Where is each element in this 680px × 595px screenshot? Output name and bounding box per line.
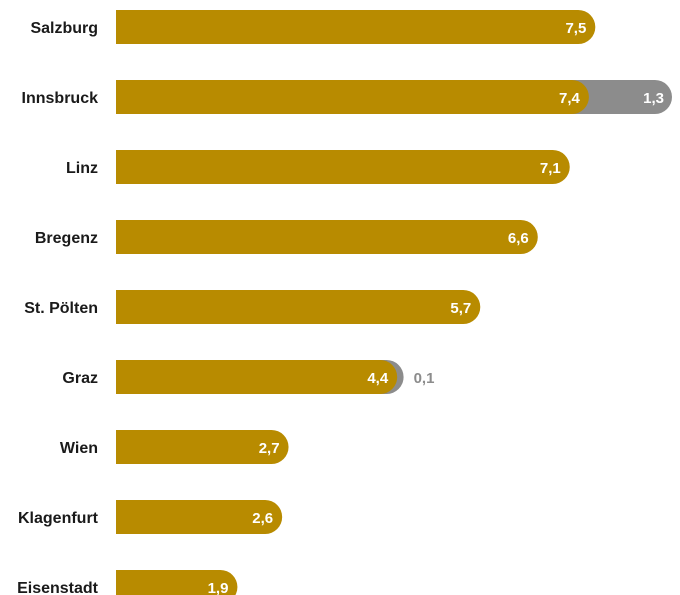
value-label-st-polten: 5,7: [450, 300, 471, 317]
value-label-klagenfurt: 2,6: [252, 510, 273, 527]
value-label-eisenstadt: 1,9: [208, 580, 229, 595]
value-label-wien: 2,7: [259, 440, 280, 457]
category-label-st-polten: St. Pölten: [24, 300, 98, 317]
value-label-innsbruck-secondary: 1,3: [643, 90, 664, 107]
bar-wien: [116, 430, 289, 464]
category-label-bregenz: Bregenz: [35, 230, 98, 247]
bar-innsbruck: [116, 80, 589, 114]
bar-salzburg: [116, 10, 596, 44]
category-label-innsbruck: Innsbruck: [22, 90, 99, 107]
value-label-linz: 7,1: [540, 160, 561, 177]
bar-linz: [116, 150, 570, 184]
category-label-eisenstadt: Eisenstadt: [17, 580, 99, 595]
bar-innsbruck-secondary: [571, 80, 672, 114]
bar-st-polten: [116, 290, 481, 324]
category-label-wien: Wien: [60, 440, 98, 457]
value-label-graz: 4,4: [367, 370, 389, 387]
value-label-innsbruck: 7,4: [559, 90, 581, 107]
value-label-bregenz: 6,6: [508, 230, 529, 247]
category-label-linz: Linz: [66, 160, 98, 177]
category-label-klagenfurt: Klagenfurt: [18, 510, 99, 527]
value-label-graz-secondary: 0,1: [414, 370, 435, 387]
bar-eisenstadt: [116, 570, 238, 595]
bar-klagenfurt: [116, 500, 283, 534]
value-label-salzburg: 7,5: [565, 20, 586, 37]
bar-graz: [116, 360, 398, 394]
bar-bregenz: [116, 220, 538, 254]
category-label-salzburg: Salzburg: [30, 20, 98, 37]
category-label-graz: Graz: [62, 370, 98, 387]
